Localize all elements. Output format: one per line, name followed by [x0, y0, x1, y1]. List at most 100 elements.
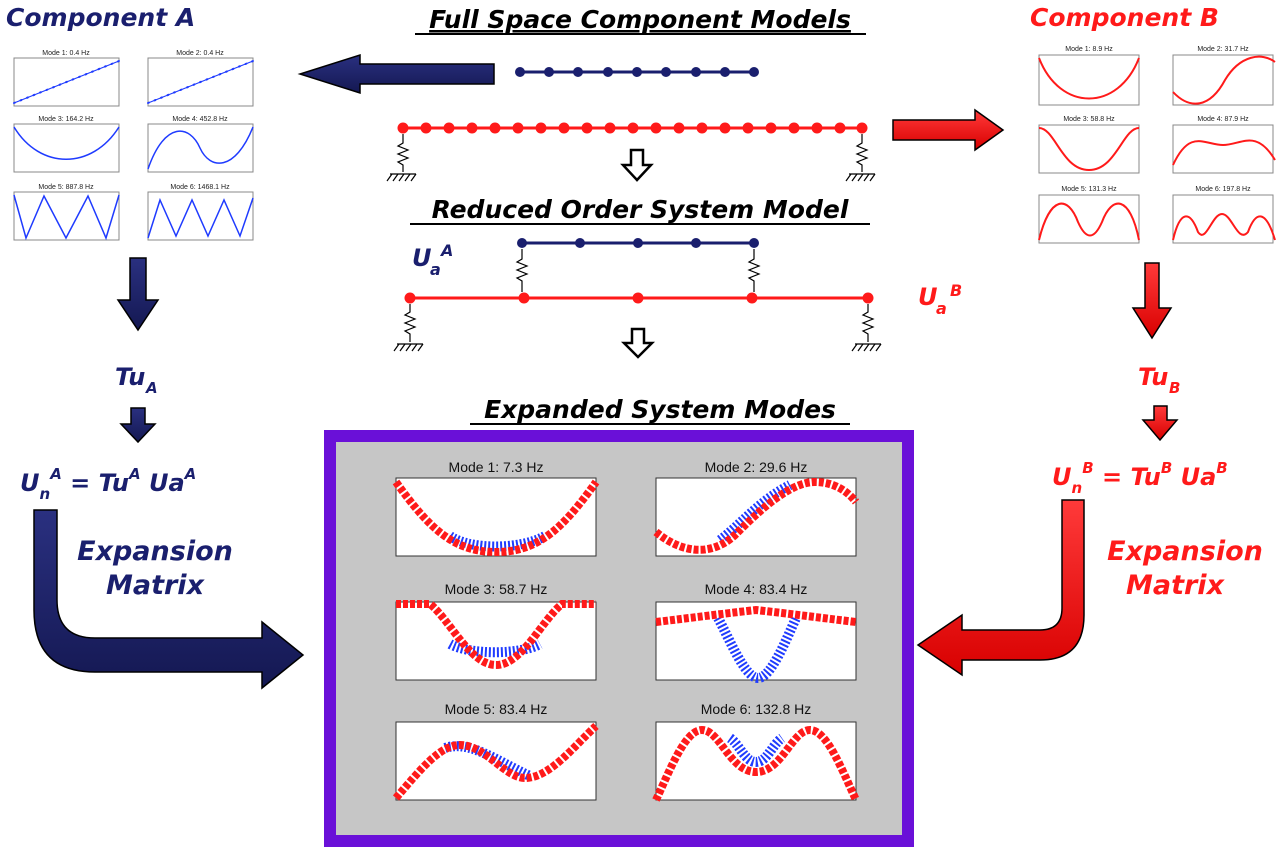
system-mode-3: Mode 3: 58.7 Hz: [395, 581, 597, 681]
component-a-title: Component A: [6, 3, 195, 32]
system-mode-2: Mode 2: 29.6 Hz: [653, 459, 860, 557]
spring-icon: [747, 249, 761, 292]
component-b-mode-2: Mode 2: 31.7 Hz: [1172, 46, 1276, 106]
beam-node: [788, 122, 800, 134]
mode-title: Mode 1: 0.4 Hz: [42, 50, 90, 57]
ua-b-label: U a B: [918, 281, 962, 318]
component-b-mode-3: Mode 3: 58.8 Hz: [1038, 116, 1140, 174]
blue-mode-shape: [726, 733, 786, 768]
beam-node: [661, 67, 671, 77]
beam-node: [581, 122, 593, 134]
equation-text: UnA = TuA UaA: [20, 465, 196, 503]
beam-node: [515, 67, 525, 77]
down-arrow-b-1: [1131, 262, 1173, 340]
equation-b: UnB = TuB UaB: [1052, 459, 1228, 497]
reduced-order-model: [393, 238, 882, 352]
label-sub: A: [145, 379, 158, 397]
system-mode-4: Mode 4: 83.4 Hz: [655, 581, 857, 684]
blue-mode-shape: [713, 615, 801, 684]
beam-node: [443, 122, 455, 134]
beam-node: [765, 122, 777, 134]
mode-shape: [1172, 55, 1276, 105]
red-mode-shape: [392, 479, 600, 557]
mode-plot-frame: [1172, 54, 1274, 106]
system-mode-5: Mode 5: 83.4 Hz: [392, 701, 599, 801]
beam-node: [856, 122, 868, 134]
beam-node: [575, 238, 585, 248]
mode-title: Mode 2: 0.4 Hz: [176, 50, 224, 57]
ground-hatch-icon: [851, 343, 882, 352]
beam-node: [466, 122, 478, 134]
mode-title: Mode 6: 197.8 Hz: [1195, 186, 1251, 193]
beam-node: [691, 67, 701, 77]
down-arrow-icon: [620, 148, 654, 182]
mode-title: Mode 4: 452.8 Hz: [172, 116, 228, 123]
beam-node: [632, 292, 644, 304]
spring-icon: [861, 304, 875, 342]
blue-mode-shape: [443, 741, 533, 781]
beam-node: [404, 292, 416, 304]
ua-a-label: U a A: [412, 241, 453, 279]
mode-title: Mode 3: 58.7 Hz: [445, 581, 548, 597]
blue-mode-shape: [447, 639, 543, 658]
down-arrow-b-2: [1141, 405, 1179, 442]
beam-node: [862, 292, 874, 304]
tu-a-label: Tu A: [115, 363, 158, 397]
beam-node: [558, 122, 570, 134]
beam-node: [834, 122, 846, 134]
system-mode-6: Mode 6: 132.8 Hz: [652, 701, 860, 802]
ground-hatch-icon: [386, 173, 417, 182]
red-mode-shape: [655, 605, 857, 626]
label-sup: B: [950, 281, 962, 300]
beam-node: [489, 122, 501, 134]
beam-node: [518, 292, 530, 304]
mode-title: Mode 5: 887.8 Hz: [38, 184, 94, 191]
component-a-beam: [515, 67, 759, 77]
label-main: U: [918, 283, 938, 311]
red-mode-shape: [652, 725, 860, 802]
ground-hatch-icon: [845, 173, 876, 182]
equation-text: UnB = TuB UaB: [1052, 459, 1228, 497]
beam-node: [746, 292, 758, 304]
beam-node: [627, 122, 639, 134]
expansion-b-line1: Expansion: [1107, 536, 1263, 567]
beam-node: [719, 122, 731, 134]
mode-title: Mode 3: 164.2 Hz: [38, 116, 94, 123]
mode-plot-frame: [147, 191, 254, 241]
expanded-header: Expanded System Modes: [484, 395, 836, 424]
beam-node: [544, 67, 554, 77]
mode-plot-frame: [395, 721, 597, 801]
ground-hatch-icon: [393, 343, 424, 352]
mode-title: Mode 4: 87.9 Hz: [1197, 116, 1249, 123]
beam-node: [811, 122, 823, 134]
mode-shape: [1172, 139, 1276, 166]
label-sub: a: [430, 260, 441, 279]
red-mode-shape: [396, 600, 596, 670]
component-b-title: Component B: [1030, 3, 1219, 32]
mode-shape: [147, 126, 254, 170]
tu-b-label: Tu B: [1138, 363, 1180, 397]
reduced-order-header: Reduced Order System Model: [432, 195, 849, 224]
beam-node: [535, 122, 547, 134]
label-main: Tu: [115, 363, 145, 391]
component-b-mode-6: Mode 6: 197.8 Hz: [1172, 186, 1276, 244]
arrow-to-component-a: [297, 53, 495, 95]
mode-plot-frame: [1172, 194, 1274, 244]
mode-shape: [1038, 127, 1140, 172]
spring-icon: [515, 249, 529, 292]
mode-plot-frame: [1172, 124, 1274, 174]
expansion-arrow-b: [916, 499, 1085, 677]
mode-plot-frame: [13, 191, 120, 241]
label-main: Tu: [1138, 363, 1168, 391]
mode-shape: [1038, 202, 1140, 241]
mode-title: Mode 5: 131.3 Hz: [1061, 186, 1117, 193]
expansion-arrow-a: [33, 509, 305, 690]
beam-node: [604, 122, 616, 134]
beam-node: [673, 122, 685, 134]
mode-title: Mode 6: 132.8 Hz: [701, 701, 812, 717]
beam-node: [573, 67, 583, 77]
mode-shape: [1172, 212, 1276, 241]
component-a-mode-6: Mode 6: 1468.1 Hz: [147, 184, 254, 241]
component-a-mode-1: Mode 1: 0.4 Hz: [13, 50, 120, 107]
down-arrow-icon: [620, 327, 656, 359]
